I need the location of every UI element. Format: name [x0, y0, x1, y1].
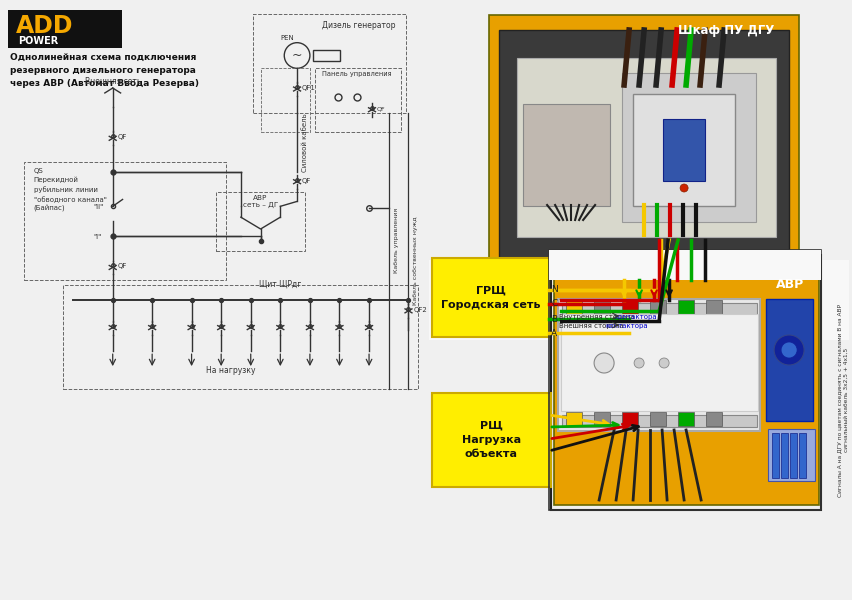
- Text: Кабель управления: Кабель управления: [394, 208, 398, 274]
- Bar: [566, 300, 581, 314]
- Circle shape: [679, 184, 688, 192]
- Text: контактора: контактора: [605, 323, 648, 329]
- Text: QF: QF: [118, 134, 127, 140]
- Bar: [621, 412, 637, 426]
- FancyBboxPatch shape: [662, 119, 705, 181]
- Text: PEN: PEN: [280, 35, 294, 41]
- Text: QF: QF: [302, 178, 311, 184]
- Text: N: N: [550, 286, 557, 295]
- Text: QF: QF: [118, 263, 127, 269]
- Bar: [789, 433, 796, 478]
- Bar: [677, 412, 694, 426]
- Circle shape: [633, 358, 643, 368]
- Text: B: B: [550, 314, 556, 323]
- Text: Внешняя сторона: Внешняя сторона: [558, 323, 625, 329]
- Bar: [549, 250, 820, 510]
- FancyBboxPatch shape: [9, 10, 122, 47]
- FancyBboxPatch shape: [498, 30, 788, 260]
- FancyBboxPatch shape: [561, 415, 757, 427]
- Text: Однолинейная схема подключения
резервного дизельного генератора
через АВР (Автом: Однолинейная схема подключения резервног…: [10, 53, 199, 88]
- Bar: [677, 300, 694, 314]
- Bar: [566, 412, 581, 426]
- Text: На нагрузку: На нагрузку: [206, 366, 256, 375]
- Text: POWER: POWER: [18, 36, 58, 46]
- Text: Шкаф ПУ ДГУ: Шкаф ПУ ДГУ: [677, 24, 774, 37]
- Text: Внешняя сеть: Внешняя сеть: [84, 77, 141, 86]
- Circle shape: [659, 358, 668, 368]
- Bar: [771, 433, 778, 478]
- Bar: [550, 255, 820, 510]
- Text: ADD: ADD: [16, 14, 73, 38]
- FancyBboxPatch shape: [767, 429, 815, 481]
- Bar: [780, 433, 787, 478]
- Bar: [649, 412, 665, 426]
- Text: "II": "II": [93, 204, 103, 210]
- Text: Силовой кабель: Силовой кабель: [302, 113, 308, 172]
- Text: Дизель генератор: Дизель генератор: [322, 21, 395, 30]
- Bar: [705, 300, 722, 314]
- Text: QS
Перекидной
рубильник линии
"обводного канала"
(Байпас): QS Перекидной рубильник линии "обводного…: [34, 168, 106, 212]
- Text: "I": "I": [93, 234, 101, 240]
- Bar: [621, 300, 637, 314]
- Text: C: C: [550, 299, 556, 308]
- Bar: [593, 412, 609, 426]
- FancyBboxPatch shape: [488, 15, 798, 270]
- Text: Щит ЩРдг: Щит ЩРдг: [259, 279, 301, 288]
- FancyBboxPatch shape: [765, 299, 812, 421]
- FancyBboxPatch shape: [522, 104, 609, 206]
- FancyBboxPatch shape: [561, 303, 757, 315]
- Circle shape: [780, 342, 796, 358]
- Text: Сигналы А на ДГУ по цветам соединять с сигналами В на АВР
сигнальный кабель 3х2,: Сигналы А на ДГУ по цветам соединять с с…: [836, 304, 848, 497]
- FancyBboxPatch shape: [632, 94, 734, 206]
- Text: ~: ~: [291, 49, 302, 62]
- Text: A: A: [550, 329, 556, 337]
- Bar: [798, 433, 805, 478]
- FancyBboxPatch shape: [621, 73, 755, 222]
- Bar: [593, 300, 609, 314]
- Text: QF: QF: [377, 106, 385, 111]
- Text: АВР
сеть – ДГ: АВР сеть – ДГ: [243, 194, 278, 208]
- FancyBboxPatch shape: [432, 258, 550, 337]
- Text: Внутренняя сторона: Внутренняя сторона: [558, 314, 636, 320]
- Text: Кабель собственных нужд: Кабель собственных нужд: [413, 216, 418, 305]
- Bar: [649, 300, 665, 314]
- Circle shape: [593, 353, 613, 373]
- FancyBboxPatch shape: [516, 58, 775, 237]
- Text: АВР: АВР: [775, 278, 803, 291]
- Circle shape: [774, 335, 803, 365]
- FancyBboxPatch shape: [429, 260, 848, 340]
- FancyBboxPatch shape: [554, 270, 818, 505]
- Text: QF2: QF2: [413, 307, 427, 313]
- FancyBboxPatch shape: [549, 250, 820, 280]
- FancyBboxPatch shape: [432, 393, 550, 487]
- FancyBboxPatch shape: [561, 314, 757, 411]
- FancyBboxPatch shape: [557, 299, 759, 431]
- Text: QF1: QF1: [302, 85, 315, 91]
- Text: Панель управления: Панель управления: [322, 71, 392, 77]
- Text: ГРЩ
Городская сеть: ГРЩ Городская сеть: [440, 286, 540, 310]
- Text: РЩ
Нагрузка
объекта: РЩ Нагрузка объекта: [461, 421, 520, 459]
- Bar: [313, 50, 340, 61]
- Bar: [705, 412, 722, 426]
- Text: контактора: контактора: [613, 314, 656, 320]
